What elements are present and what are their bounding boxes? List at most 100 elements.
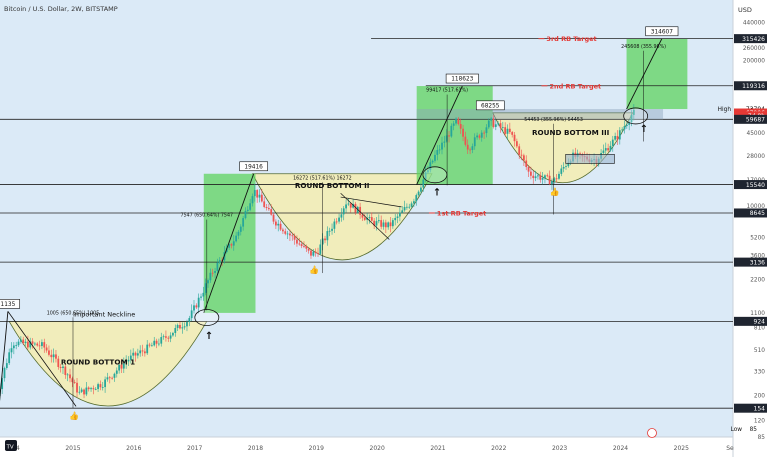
candle-body [106, 377, 109, 380]
price-axis: 4400002600002000001200007300045000280001… [718, 21, 767, 441]
candle-body [85, 387, 88, 395]
candle-body [48, 350, 50, 355]
round-bottom-label: ROUND BOTTOM 1 [61, 357, 135, 366]
round-bottom-label: ROUND BOTTOM III [532, 128, 610, 137]
candle-body [303, 246, 305, 247]
candle-body [380, 220, 383, 227]
candle-body [342, 208, 345, 215]
candle-body [492, 118, 495, 127]
candle-body [384, 222, 387, 228]
candle-body [546, 175, 549, 177]
candle-body [143, 351, 146, 354]
candle-body [408, 206, 411, 208]
thumbs-up-icon: 👍 [69, 411, 79, 421]
candle-body [611, 139, 614, 146]
price-badge-label: 119316 [742, 83, 765, 90]
price-badge [734, 114, 767, 124]
candle-body [127, 359, 130, 362]
thumbs-up-icon: 👍 [550, 186, 560, 196]
candle-body [153, 340, 156, 346]
peak-label: 1135 [1, 302, 16, 308]
candle-body [190, 310, 193, 319]
candle-body [15, 345, 18, 346]
candle-body [270, 209, 273, 215]
measurement-label: 54453 (355.96%) 54453 [524, 117, 583, 123]
candle-body [485, 127, 488, 134]
peak-label-box [0, 299, 21, 309]
price-badge-label: 924 [754, 319, 766, 326]
price-badge [734, 81, 767, 91]
candle-body [621, 129, 624, 131]
candle-body [188, 318, 191, 322]
settings-icon[interactable] [647, 428, 657, 438]
candle-body [282, 229, 284, 232]
breakout-circle [194, 309, 220, 326]
candle-body [508, 128, 511, 133]
candle-body [1, 378, 4, 390]
candle-body [366, 218, 369, 220]
candle-body [118, 364, 121, 371]
price-tick-label: 260000 [743, 46, 765, 52]
candle-body [134, 352, 137, 356]
candle-body [300, 244, 303, 247]
candle-body [57, 358, 60, 367]
arrow-up-icon: ↑ [640, 124, 648, 135]
time-tick-label: Se [726, 445, 734, 452]
resistance-band [416, 109, 664, 120]
candle-body [286, 233, 289, 235]
candle-body [560, 168, 563, 174]
candle-body [403, 207, 406, 211]
peak-label: 68255 [481, 103, 500, 109]
candle-body [515, 141, 518, 147]
candle-body [632, 109, 635, 115]
candle-body [478, 135, 481, 138]
candle-body [214, 271, 216, 273]
downtrend-line [7, 311, 77, 407]
candle-body [312, 251, 315, 256]
candle-body [544, 175, 546, 179]
candle-body [511, 132, 514, 135]
candle-body [253, 190, 256, 197]
breakout-circle [623, 107, 649, 125]
candle-body [487, 120, 490, 128]
candle-body [181, 327, 184, 329]
price-tick-label: 810 [754, 326, 765, 332]
candle-body [469, 149, 471, 151]
candle-body [473, 137, 476, 147]
candle-body [628, 122, 631, 125]
candle-body [193, 305, 195, 311]
candle-body [555, 178, 558, 180]
candle-body [527, 167, 530, 172]
candle-body [73, 382, 76, 383]
candle-body [146, 344, 149, 354]
candle-body [567, 162, 570, 167]
price-tick-label: 200 [754, 394, 765, 400]
candle-body [530, 171, 532, 176]
time-tick-label: 2023 [552, 445, 567, 452]
candle-body [256, 190, 259, 198]
time-tick-label: 2022 [491, 445, 506, 452]
candle-body [36, 343, 39, 346]
target-label: 2nd RB Target [549, 82, 601, 90]
breakout-circle [422, 166, 448, 184]
candle-body [436, 149, 439, 155]
candle-body [333, 221, 336, 229]
candle-body [122, 363, 125, 369]
candle-body [579, 153, 581, 155]
candle-body [499, 123, 502, 128]
candle-body [375, 221, 378, 226]
measurement-label: 16272 (517.61%) 16272 [293, 175, 352, 181]
candle-body [434, 154, 436, 161]
candle-body [565, 166, 567, 167]
candle-body [480, 132, 483, 138]
price-badge-label: 315426 [742, 36, 765, 43]
time-tick-label: 2021 [430, 445, 445, 452]
candle-body [459, 123, 462, 129]
candle-body [352, 203, 354, 208]
candle-body [506, 128, 509, 134]
candle-body [94, 388, 97, 390]
candle-body [420, 187, 422, 192]
price-tick-label: 28000 [747, 154, 766, 160]
